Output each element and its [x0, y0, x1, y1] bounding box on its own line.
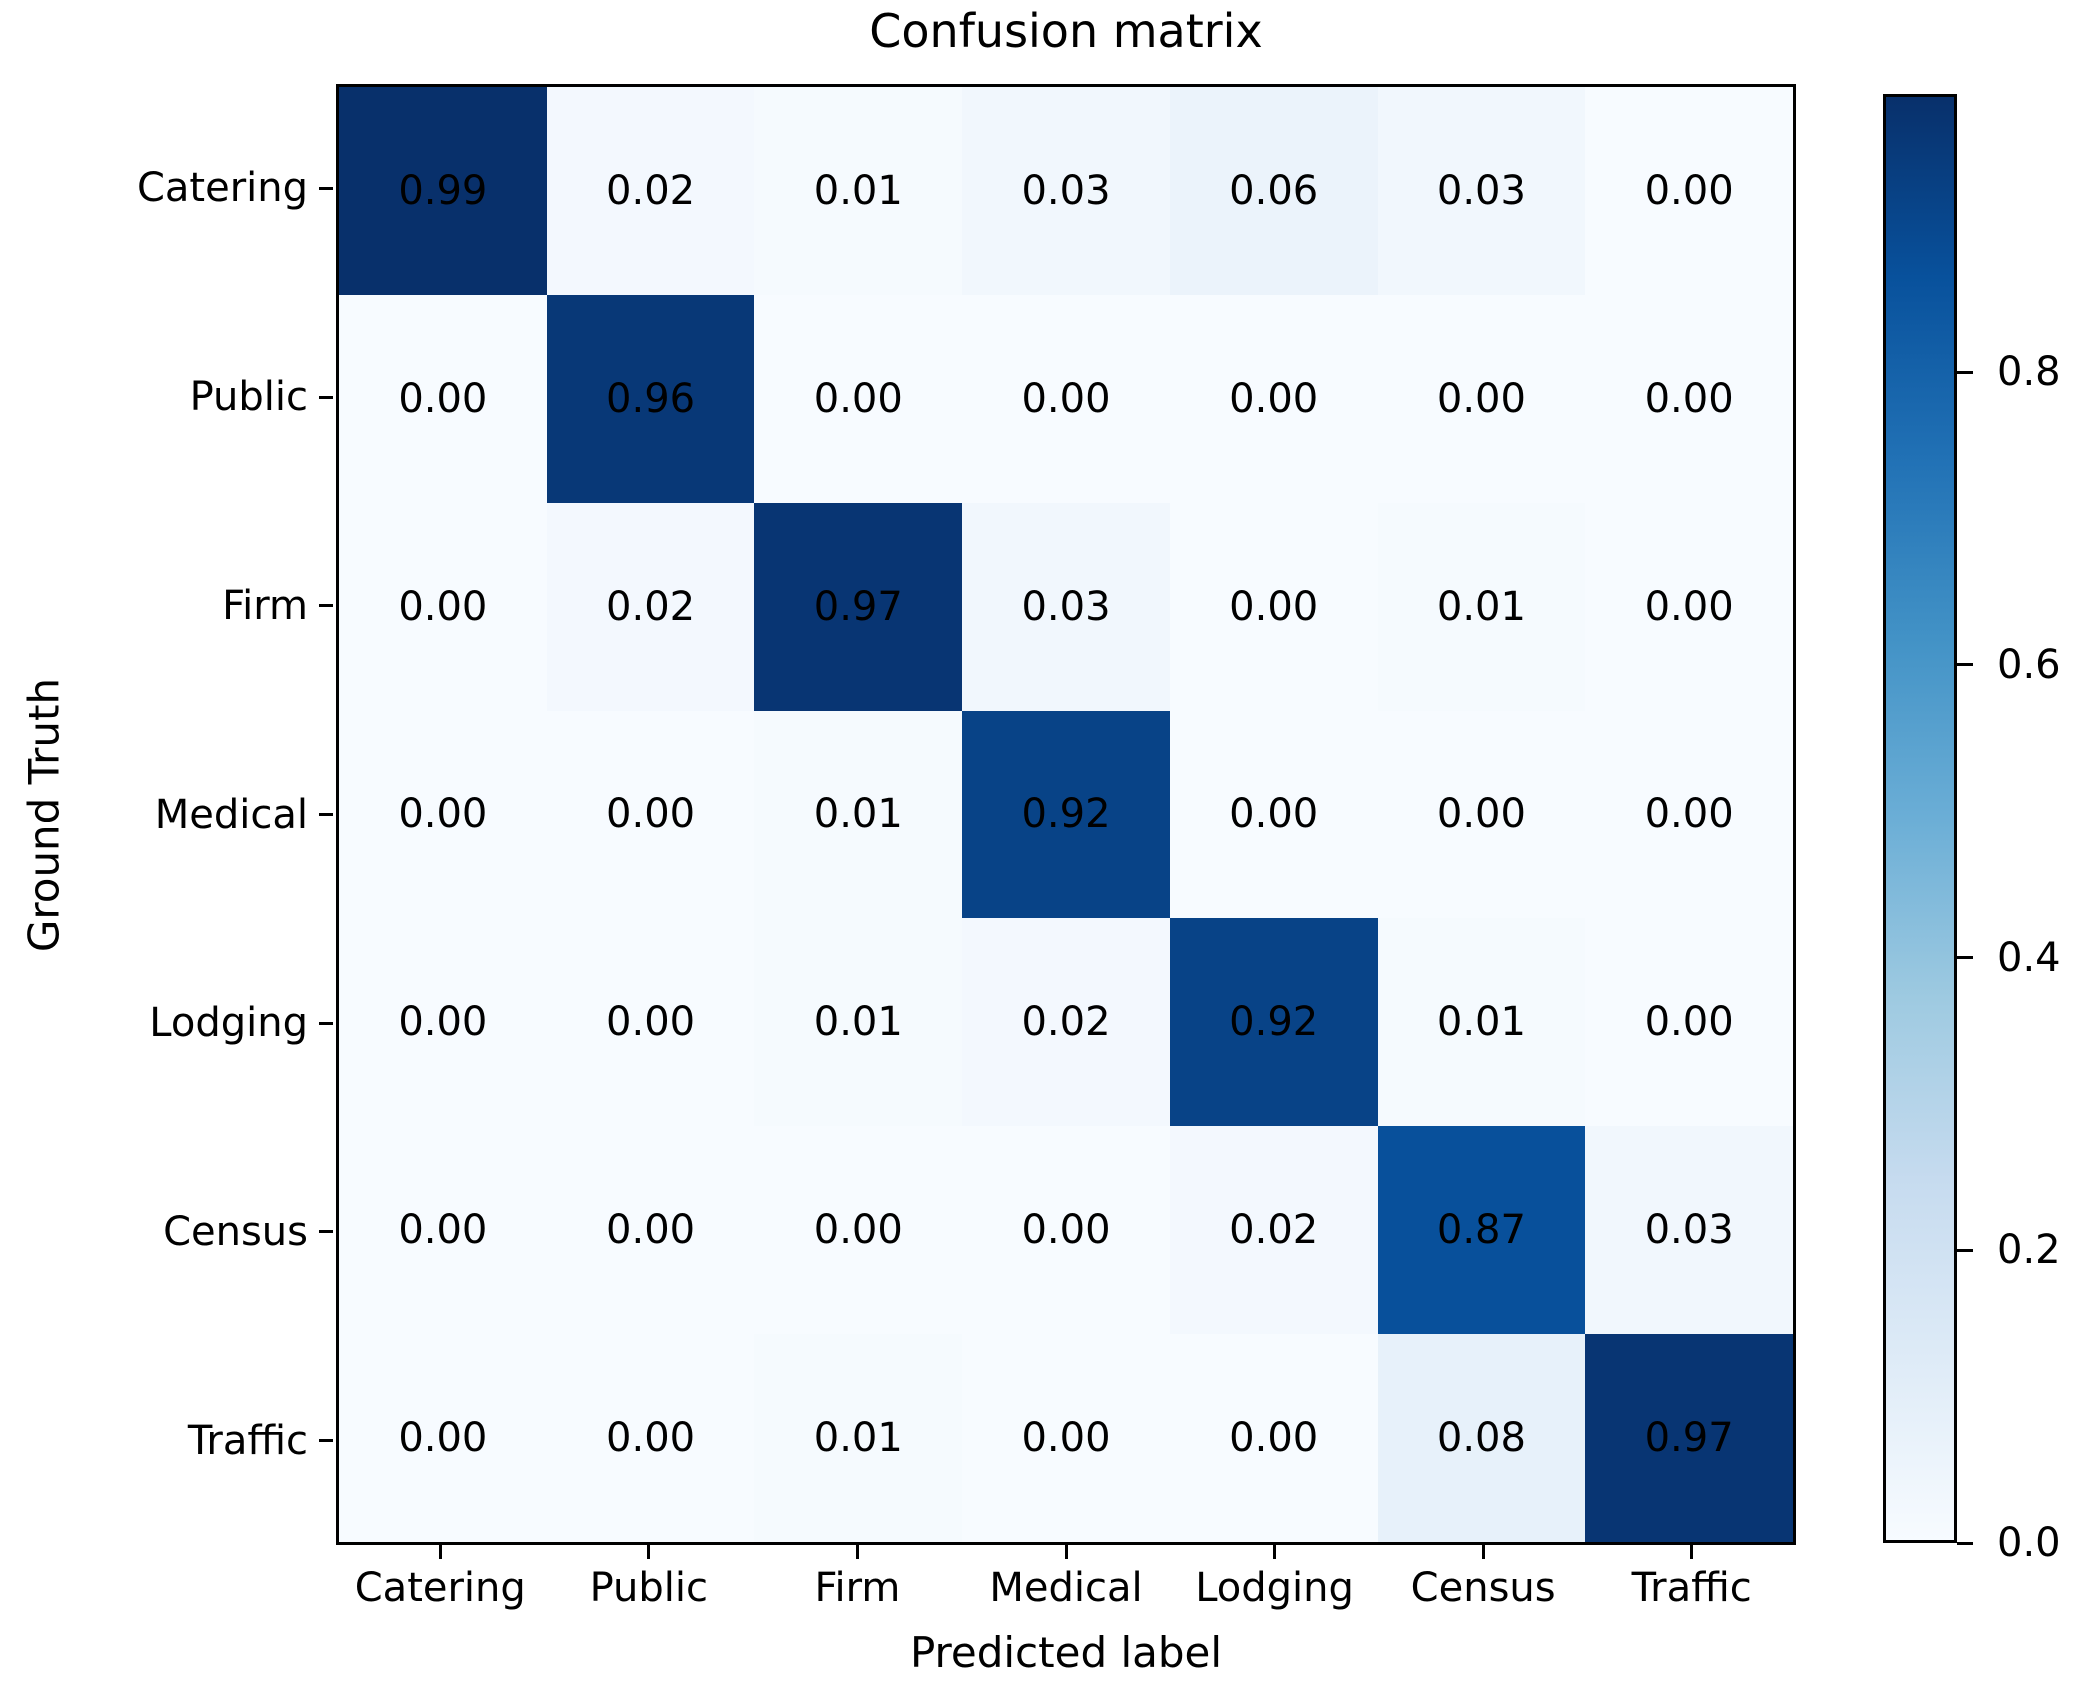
matrix-cell-Medical-Census: 0.00	[1377, 710, 1586, 919]
x-tick-mark	[438, 1545, 442, 1559]
x-tick-mark	[1064, 1545, 1068, 1559]
matrix-cell-Catering-Public: 0.02	[546, 87, 755, 295]
x-tick-label-Public: Public	[589, 1565, 709, 1611]
y-tick-mark	[319, 395, 333, 399]
matrix-cell-Firm-Public: 0.02	[546, 502, 755, 711]
colorbar-tick-mark	[1957, 956, 1973, 960]
x-tick-mark	[1690, 1545, 1694, 1559]
y-tick-mark	[319, 186, 333, 190]
y-tick-mark	[319, 1230, 333, 1234]
y-tick-mark	[319, 813, 333, 816]
matrix-cell-Traffic-Medical: 0.00	[962, 1334, 1170, 1542]
matrix-cell-Firm-Lodging: 0.00	[1169, 502, 1378, 711]
x-tick-label-Lodging: Lodging	[1195, 1565, 1354, 1611]
x-tick-mark	[855, 1545, 859, 1559]
x-tick-mark	[647, 1545, 651, 1559]
matrix-cell-Public-Firm: 0.00	[754, 294, 963, 503]
y-tick-mark	[319, 1021, 333, 1025]
x-tick-mark	[1481, 1545, 1485, 1559]
x-tick-label-Medical: Medical	[989, 1565, 1143, 1611]
matrix-cell-Census-Firm: 0.00	[754, 1126, 963, 1335]
matrix-cell-Medical-Public: 0.00	[546, 710, 755, 919]
matrix-cell-Catering-Census: 0.03	[1377, 87, 1586, 295]
matrix-cell-Public-Census: 0.00	[1377, 294, 1586, 503]
matrix-cell-Census-Lodging: 0.02	[1169, 1126, 1378, 1335]
matrix-cell-Lodging-Firm: 0.01	[754, 918, 963, 1127]
matrix-cell-Traffic-Traffic: 0.97	[1585, 1334, 1793, 1542]
x-tick-mark	[1273, 1545, 1277, 1559]
matrix-cell-Medical-Catering: 0.00	[339, 710, 547, 919]
matrix-cell-Medical-Traffic: 0.00	[1585, 710, 1793, 919]
y-tick-label-Lodging: Lodging	[149, 1000, 308, 1047]
matrix-cell-Lodging-Public: 0.00	[546, 918, 755, 1127]
matrix-cell-Firm-Firm: 0.97	[754, 502, 963, 711]
matrix-cell-Medical-Firm: 0.01	[754, 710, 963, 919]
y-tick-label-Firm: Firm	[222, 582, 308, 629]
matrix-cell-Catering-Traffic: 0.00	[1585, 87, 1793, 295]
matrix-cell-Public-Lodging: 0.00	[1169, 294, 1378, 503]
colorbar-tick-mark	[1957, 370, 1973, 374]
colorbar-tick-label: 0.8	[1997, 349, 2061, 396]
x-tick-label-Catering: Catering	[354, 1565, 526, 1611]
matrix-cell-Medical-Lodging: 0.00	[1169, 710, 1378, 919]
y-tick-label-Public: Public	[189, 374, 308, 421]
y-tick-label-Medical: Medical	[154, 791, 308, 838]
chart-title: Confusion matrix	[869, 4, 1263, 58]
colorbar-tick-mark	[1957, 663, 1973, 667]
matrix-cell-Traffic-Firm: 0.01	[754, 1334, 963, 1542]
matrix-cell-Lodging-Lodging: 0.92	[1169, 918, 1378, 1127]
matrix-cell-Firm-Medical: 0.03	[962, 502, 1170, 711]
colorbar-tick-mark	[1957, 1248, 1973, 1252]
colorbar	[1883, 94, 1957, 1543]
colorbar-tick-label: 0.4	[1997, 934, 2061, 981]
x-tick-label-Firm: Firm	[814, 1565, 901, 1611]
y-axis-label: Ground Truth	[19, 677, 69, 953]
matrix-cell-Catering-Medical: 0.03	[962, 87, 1170, 295]
x-tick-label-Census: Census	[1410, 1565, 1556, 1611]
matrix-cell-Census-Traffic: 0.03	[1585, 1126, 1793, 1335]
matrix-cell-Public-Public: 0.96	[546, 294, 755, 503]
matrix-cell-Public-Catering: 0.00	[339, 294, 547, 503]
confusion-matrix-grid: 0.99 0.02 0.01 0.03 0.06 0.03 0.00 0.00 0.96 0.00…	[339, 87, 1793, 1542]
matrix-cell-Catering-Lodging: 0.06	[1169, 87, 1378, 295]
colorbar-tick-label: 0.0	[1997, 1520, 2061, 1566]
matrix-cell-Traffic-Census: 0.08	[1377, 1334, 1586, 1542]
matrix-cell-Traffic-Public: 0.00	[546, 1334, 755, 1542]
matrix-cell-Catering-Catering: 0.99	[339, 87, 547, 295]
matrix-cell-Firm-Traffic: 0.00	[1585, 502, 1793, 711]
matrix-cell-Traffic-Lodging: 0.00	[1169, 1334, 1378, 1542]
matrix-cell-Medical-Medical: 0.92	[962, 710, 1170, 919]
colorbar-tick-label: 0.2	[1997, 1227, 2061, 1274]
matrix-cell-Census-Census: 0.87	[1377, 1126, 1586, 1335]
matrix-cell-Lodging-Medical: 0.02	[962, 918, 1170, 1127]
y-tick-label-Census: Census	[163, 1208, 308, 1255]
matrix-cell-Lodging-Census: 0.01	[1377, 918, 1586, 1127]
y-tick-mark	[319, 1439, 333, 1443]
matrix-cell-Lodging-Traffic: 0.00	[1585, 918, 1793, 1127]
matrix-cell-Census-Medical: 0.00	[962, 1126, 1170, 1335]
colorbar-tick-mark	[1957, 1541, 1973, 1545]
y-tick-mark	[319, 604, 333, 608]
x-axis-label: Predicted label	[909, 1628, 1223, 1677]
matrix-cell-Firm-Catering: 0.00	[339, 502, 547, 711]
matrix-cell-Census-Public: 0.00	[546, 1126, 755, 1335]
y-tick-label-Catering: Catering	[136, 165, 308, 212]
colorbar-tick-label: 0.6	[1997, 641, 2061, 688]
matrix-cell-Traffic-Catering: 0.00	[339, 1334, 547, 1542]
x-tick-label-Traffic: Traffic	[1631, 1565, 1752, 1611]
matrix-cell-Catering-Firm: 0.01	[754, 87, 963, 295]
matrix-cell-Lodging-Catering: 0.00	[339, 918, 547, 1127]
heatmap-plot-area: 0.99 0.02 0.01 0.03 0.06 0.03 0.00 0.00 0.96 0.00…	[336, 84, 1796, 1545]
matrix-cell-Public-Medical: 0.00	[962, 294, 1170, 503]
y-tick-label-Traffic: Traffic	[187, 1417, 308, 1464]
matrix-cell-Firm-Census: 0.01	[1377, 502, 1586, 711]
matrix-cell-Public-Traffic: 0.00	[1585, 294, 1793, 503]
matrix-cell-Census-Catering: 0.00	[339, 1126, 547, 1335]
